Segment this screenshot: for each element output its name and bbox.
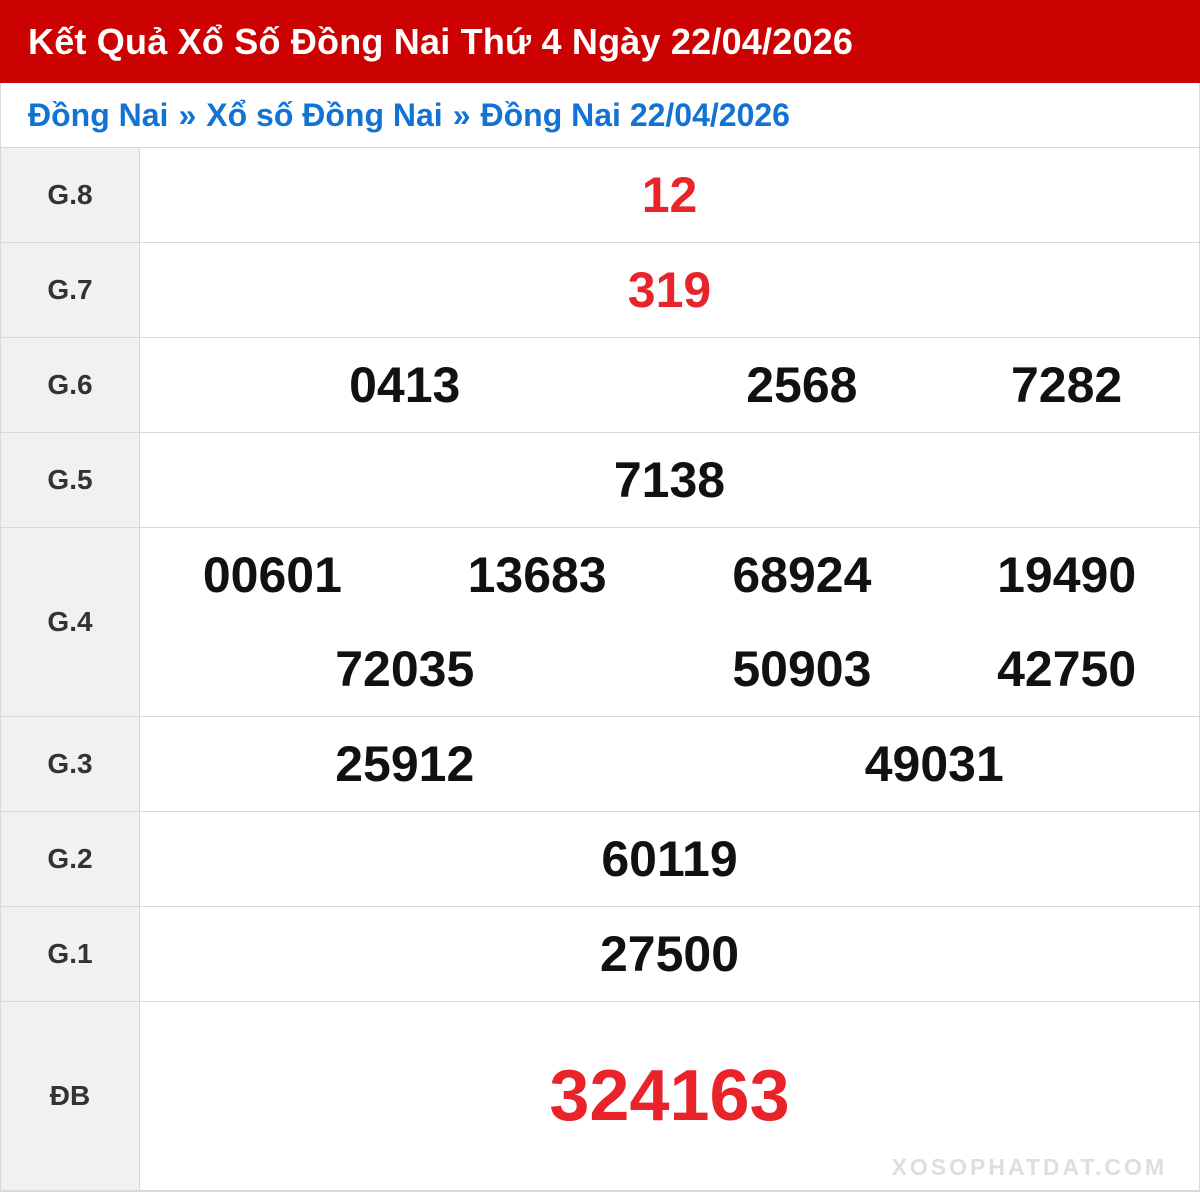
prize-values: 27500 [140,907,1199,1001]
prize-number: 60119 [601,831,738,887]
result-row: G.3 25912 49031 [1,717,1199,812]
prize-number: 7138 [613,452,726,508]
prize-label: ĐB [1,1002,140,1190]
prize-number: 00601 [202,547,342,603]
breadcrumb-link[interactable]: Xổ số Đồng Nai [206,96,443,133]
prize-values: 0413 2568 7282 [140,338,1199,432]
prize-number: 19490 [997,547,1137,603]
prize-line: 60119 [140,812,1199,906]
breadcrumb: Đồng Nai» Xổ số Đồng Nai» Đồng Nai 22/04/2… [1,83,1199,147]
prize-line: 7138 [140,433,1199,527]
result-row: G.8 12 [1,148,1199,243]
result-row: G.5 7138 [1,433,1199,528]
breadcrumb-link[interactable]: Đồng Nai 22/04/2026 [480,96,790,133]
prize-values: 319 [140,243,1199,337]
prize-line: 00601 13683 68924 19490 [140,528,1199,622]
prize-number: 27500 [599,926,740,982]
prize-values: 324163 [140,1002,1199,1190]
prize-line: 72035 50903 42750 [140,622,1199,716]
prize-label: G.7 [1,243,140,337]
prize-number: 42750 [997,641,1137,697]
prize-values: 00601 13683 68924 19490 72035 50903 42750 [140,528,1199,716]
prize-values: 25912 49031 [140,717,1199,811]
prize-label: G.1 [1,907,140,1001]
prize-values: 12 [140,148,1199,242]
prize-number: 2568 [746,357,858,413]
result-row: G.1 27500 [1,907,1199,1002]
prize-number: 50903 [732,641,872,697]
prize-number: 49031 [864,736,1004,792]
prize-label: G.4 [1,528,140,716]
prize-number: 319 [627,262,712,318]
prize-line: 324163 [140,1002,1199,1190]
prize-number: 12 [641,167,698,223]
page-header: Kết Quả Xổ Số Đồng Nai Thứ 4 Ngày 22/04/… [0,0,1200,83]
content-wrap: Đồng Nai» Xổ số Đồng Nai» Đồng Nai 22/04/2… [0,83,1200,1192]
result-row: G.6 0413 2568 7282 [1,338,1199,433]
prize-label: G.2 [1,812,140,906]
breadcrumb-separator: » [178,96,197,133]
prize-number: 25912 [335,736,475,792]
result-row: G.2 60119 [1,812,1199,907]
prize-label: G.3 [1,717,140,811]
prize-number: 72035 [335,641,475,697]
prize-label: G.8 [1,148,140,242]
prize-line: 27500 [140,907,1199,1001]
prize-number: 324163 [549,1056,790,1136]
page-title: Kết Quả Xổ Số Đồng Nai Thứ 4 Ngày 22/04/… [28,20,854,62]
prize-number: 68924 [732,547,872,603]
prize-line: 319 [140,243,1199,337]
breadcrumb-separator: » [452,96,471,133]
breadcrumb-link[interactable]: Đồng Nai [28,96,169,133]
prize-number: 0413 [349,357,461,413]
result-row: G.7 319 [1,243,1199,338]
prize-label: G.6 [1,338,140,432]
prize-values: 60119 [140,812,1199,906]
prize-values: 7138 [140,433,1199,527]
prize-line: 25912 49031 [140,717,1199,811]
result-row: G.4 00601 13683 68924 19490 72035 50903 42750 [1,528,1199,717]
prize-number: 13683 [467,547,607,603]
prize-number: 7282 [1011,357,1123,413]
prize-label: G.5 [1,433,140,527]
prize-line: 12 [140,148,1199,242]
results-table: G.8 12 G.7 319 G.6 0413 2568 7282 G.5 7138… [1,147,1199,1192]
prize-line: 0413 2568 7282 [140,338,1199,432]
result-row: ĐB 324163 [1,1002,1199,1191]
